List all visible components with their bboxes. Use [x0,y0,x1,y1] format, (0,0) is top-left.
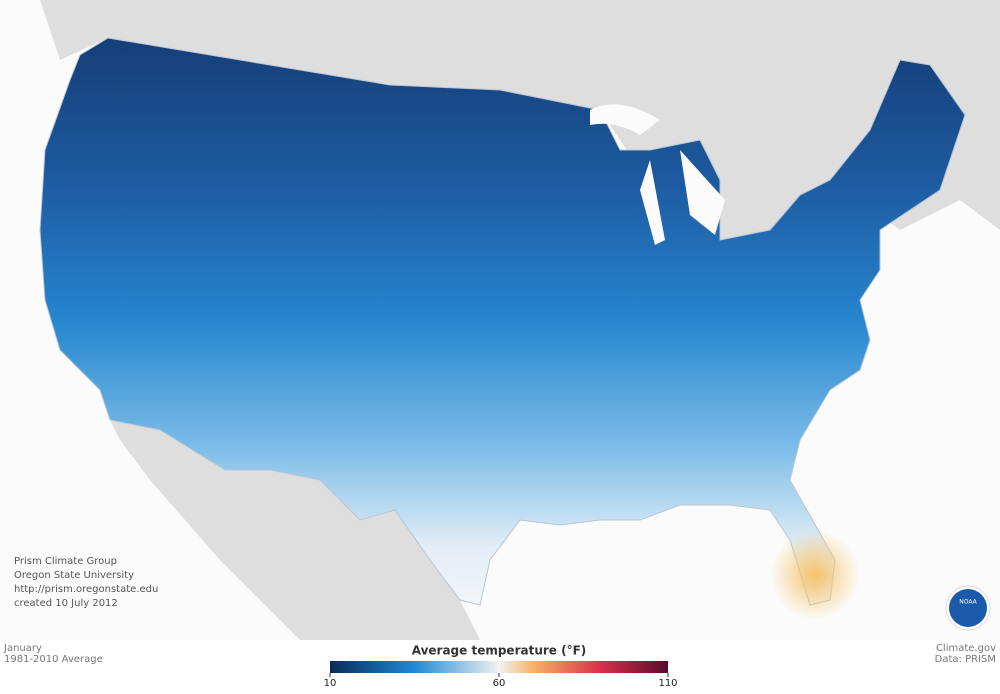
credit-line: Oregon State University [14,570,134,581]
credits: Prism Climate Group Oregon State Universi… [14,556,158,609]
period: 1981-2010 Average [4,654,103,665]
canada [0,0,1000,240]
logo-text: NOAA [959,599,977,606]
credit-line: Prism Climate Group [14,556,117,567]
florida-warm [770,530,860,620]
month: January [3,643,42,654]
legend-title: Average temperature (°F) [412,644,587,658]
legend-tick-label: 110 [658,678,677,689]
great-lakes [590,104,725,245]
site: Climate.gov [936,643,996,654]
legend-tick-label: 10 [324,678,337,689]
legend-tick-label: 60 [493,678,506,689]
noaa-logo[interactable]: NOAA [945,585,991,631]
mexico [110,420,480,640]
credit-line: created 10 July 2012 [14,598,118,609]
color-scale [330,661,668,673]
source: Data: PRISM [935,654,996,665]
credit-line: http://prism.oregonstate.edu [14,584,158,595]
logo-disc [949,589,987,627]
